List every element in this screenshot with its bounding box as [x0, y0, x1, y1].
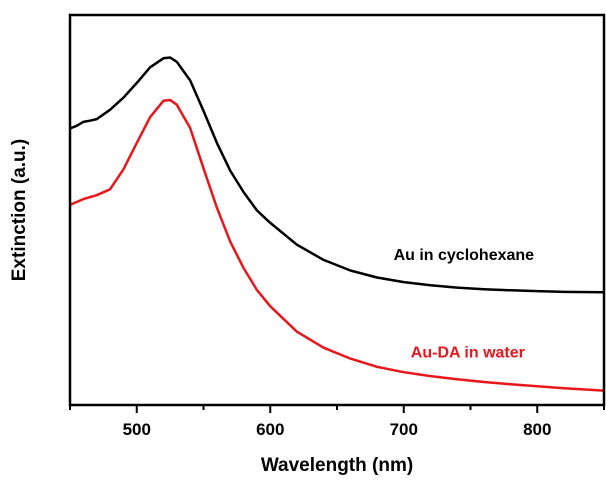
x-tick-label: 500	[123, 420, 151, 439]
x-tick-label: 800	[523, 420, 551, 439]
annotations-layer: Au in cyclohexane Au-DA in water	[394, 247, 535, 362]
series-annotation: Au in cyclohexane	[394, 247, 535, 264]
series-annotation: Au-DA in water	[411, 344, 525, 361]
series-layer	[69, 56, 605, 392]
x-tick-label: 600	[256, 420, 284, 439]
x-axis-label: Wavelength (nm)	[261, 455, 413, 476]
series-line-au-cyclohexane	[69, 56, 605, 294]
y-axis-label: Extinction (a.u.)	[9, 139, 30, 282]
series-line-au-da-water	[69, 98, 605, 392]
x-axis-ticks: 500 600 700 800	[69, 405, 605, 439]
x-tick-label: 700	[390, 420, 418, 439]
